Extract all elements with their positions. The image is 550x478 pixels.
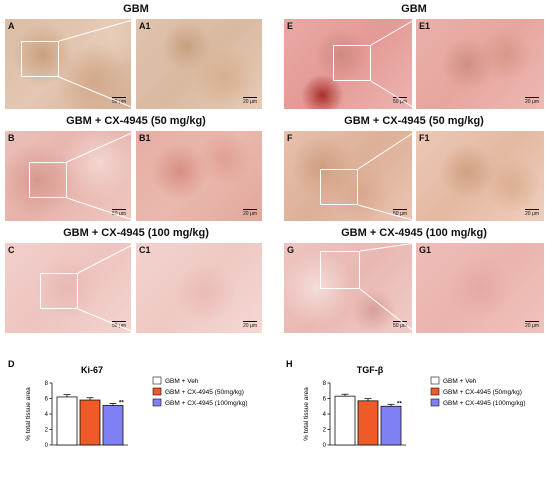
scale-label-a1: 20 μm: [243, 99, 257, 105]
chart-title-tgfb: TGF-β: [357, 365, 384, 375]
scale-bar-c1: 20 μm: [243, 321, 257, 329]
y-tick-label-ki67-0: 0: [45, 443, 49, 449]
scale-bar-f: 50 μm: [393, 209, 407, 217]
bar-ki67-cx50: [79, 399, 101, 446]
scale-label-c: 50 μm: [112, 323, 126, 329]
y-tick-label-tgfb-3: 6: [323, 397, 327, 403]
y-tick-label-ki67-4: 8: [45, 381, 49, 387]
micrograph-a: A 50 μm: [5, 19, 131, 109]
scale-bar-a1: 20 μm: [243, 97, 257, 105]
scale-bar-b: 50 μm: [112, 209, 126, 217]
bar-tgfb-veh: [334, 395, 356, 446]
scale-label-f1: 20 μm: [525, 211, 539, 217]
panel-letter-ki67-chart: D: [8, 359, 15, 369]
title-left-row2: GBM + CX-4945 (50 mg/kg): [66, 115, 206, 127]
micrograph-f1: F1 20 μm: [416, 131, 544, 221]
legend-swatch-ki67-cx100: [152, 398, 162, 407]
significance-tgfb-cx100: **: [397, 401, 402, 407]
legend-swatch-ki67-cx50: [152, 387, 162, 396]
y-tick-label-tgfb-2: 4: [323, 412, 327, 418]
micrograph-g1: G1 20 μm: [416, 243, 544, 333]
bar-chart-ki67: D Ki-67 % total tissue area 0 2 4 6 8 ** GBM + Ve…: [8, 359, 248, 449]
scale-bar-g1: 20 μm: [525, 321, 539, 329]
micrograph-b: B 50 μm: [5, 131, 131, 221]
scale-label-e: 50 μm: [393, 99, 407, 105]
scale-label-g: 50 μm: [393, 323, 407, 329]
roi-box-c: [40, 273, 78, 309]
legend-label-ki67-cx50: GBM + CX-4945 (50mg/kg): [165, 389, 244, 396]
scale-label-b: 50 μm: [112, 211, 126, 217]
legend-label-tgfb-cx50: GBM + CX-4945 (50mg/kg): [443, 389, 522, 396]
micrograph-g: G 50 μm: [284, 243, 412, 333]
panel-letter-e1: E1: [419, 21, 431, 31]
micrograph-e1: E1 20 μm: [416, 19, 544, 109]
micrograph-f: F 50 μm: [284, 131, 412, 221]
title-left-row3: GBM + CX-4945 (100 mg/kg): [63, 227, 209, 239]
panel-letter-e: E: [287, 21, 294, 31]
panel-letter-f: F: [287, 133, 293, 143]
chart-title-ki67: Ki-67: [81, 365, 103, 375]
scale-bar-e1: 20 μm: [525, 97, 539, 105]
panel-letter-tgfb-chart: H: [286, 359, 293, 369]
bar-tgfb-cx50: [357, 400, 379, 446]
scale-label-a: 50 μm: [112, 99, 126, 105]
micrograph-c: C 50 μm: [5, 243, 131, 333]
scale-bar-g: 50 μm: [393, 321, 407, 329]
scale-bar-b1: 20 μm: [243, 209, 257, 217]
scale-label-b1: 20 μm: [243, 211, 257, 217]
scale-label-g1: 20 μm: [525, 323, 539, 329]
scale-label-f: 50 μm: [393, 211, 407, 217]
y-tick-label-tgfb-1: 2: [323, 428, 327, 434]
bar-chart-tgfb: H TGF-β % total tissue area 0 2 4 6 8 ** GBM + Ve…: [286, 359, 526, 449]
legend-label-tgfb-cx100: GBM + CX-4945 (100mg/kg): [443, 400, 526, 407]
micrograph-a1: A1 20 μm: [136, 19, 262, 109]
legend-swatch-ki67-veh: [152, 376, 162, 385]
scale-label-c1: 20 μm: [243, 323, 257, 329]
panel-letter-g1: G1: [419, 245, 432, 255]
legend-swatch-tgfb-veh: [430, 376, 440, 385]
legend-swatch-tgfb-cx100: [430, 398, 440, 407]
micrograph-e: E 50 μm: [284, 19, 412, 109]
legend-label-ki67-veh: GBM + Veh: [165, 378, 199, 385]
y-tick-label-ki67-2: 4: [45, 412, 49, 418]
scale-bar-e: 50 μm: [393, 97, 407, 105]
roi-box-e: [333, 45, 371, 81]
scale-bar-a: 50 μm: [112, 97, 126, 105]
bar-tgfb-cx100: [380, 405, 402, 446]
roi-box-b: [29, 162, 67, 198]
title-right-row1: GBM: [401, 3, 427, 15]
roi-box-a: [21, 41, 59, 77]
panel-letter-c1: C1: [139, 245, 151, 255]
roi-box-g: [320, 251, 360, 289]
micrograph-c1: C1 20 μm: [136, 243, 262, 333]
bar-ki67-veh: [56, 396, 78, 446]
micrograph-b1: B1 20 μm: [136, 131, 262, 221]
scale-bar-f1: 20 μm: [525, 209, 539, 217]
panel-letter-f1: F1: [419, 133, 430, 143]
title-right-row3: GBM + CX-4945 (100 mg/kg): [341, 227, 487, 239]
y-axis-label-ki67: % total tissue area: [25, 387, 32, 441]
legend-label-tgfb-veh: GBM + Veh: [443, 378, 477, 385]
y-tick-label-ki67-1: 2: [45, 428, 49, 434]
roi-box-f: [320, 169, 358, 205]
title-left-row1: GBM: [123, 3, 149, 15]
scale-bar-c: 50 μm: [112, 321, 126, 329]
y-tick-label-tgfb-0: 0: [323, 443, 327, 449]
y-tick-label-ki67-3: 6: [45, 397, 49, 403]
panel-letter-a: A: [8, 21, 15, 31]
scale-label-e1: 20 μm: [525, 99, 539, 105]
y-axis-label-tgfb: % total tissue area: [303, 387, 310, 441]
panel-letter-b1: B1: [139, 133, 151, 143]
significance-ki67-cx100: **: [119, 401, 124, 407]
panel-letter-b: B: [8, 133, 15, 143]
panel-letter-g: G: [287, 245, 295, 255]
legend-swatch-tgfb-cx50: [430, 387, 440, 396]
title-right-row2: GBM + CX-4945 (50 mg/kg): [344, 115, 484, 127]
legend-label-ki67-cx100: GBM + CX-4945 (100mg/kg): [165, 400, 248, 407]
bar-ki67-cx100: [102, 405, 124, 446]
y-tick-label-tgfb-4: 8: [323, 381, 327, 387]
panel-letter-c: C: [8, 245, 15, 255]
panel-letter-a1: A1: [139, 21, 151, 31]
